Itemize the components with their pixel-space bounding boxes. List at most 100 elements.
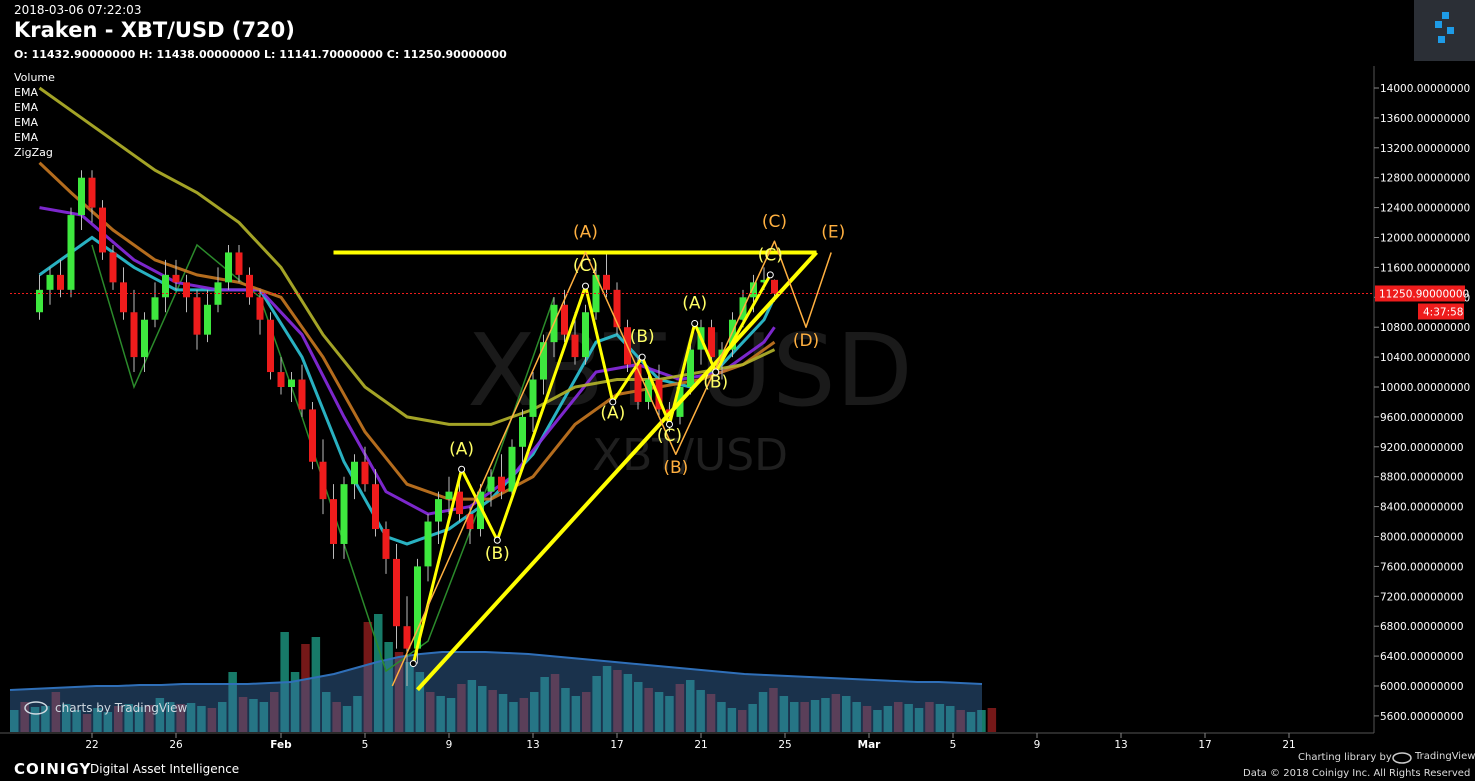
candle-body <box>256 297 264 320</box>
candle-body <box>561 304 568 335</box>
volume-bar <box>394 652 404 732</box>
current-price-label: 11250.90000000 <box>1379 288 1469 300</box>
volume-bar <box>738 710 747 732</box>
volume-bar <box>613 670 622 732</box>
candle-body <box>141 319 148 358</box>
candle-body <box>267 319 274 373</box>
coinigy-logo-button[interactable] <box>1414 0 1475 61</box>
volume-bar <box>894 702 903 732</box>
indicator-zigzag[interactable]: ZigZag <box>14 146 53 159</box>
volume-bar <box>332 702 341 732</box>
volume-bar <box>696 690 705 732</box>
volume-bar <box>675 684 685 732</box>
volume-bar <box>51 692 61 732</box>
candle-body <box>750 282 757 298</box>
indicator-volume[interactable]: Volume <box>14 71 55 84</box>
volume-bar <box>290 672 300 732</box>
pattern-line-3 <box>411 274 772 664</box>
volume-bar <box>384 642 393 732</box>
tradingview-cloud-icon <box>1392 752 1412 764</box>
volume-bar <box>197 706 206 732</box>
volume-bar <box>873 710 882 732</box>
candle-body <box>340 484 348 544</box>
volume-bar <box>259 702 269 732</box>
volume-bar <box>62 704 71 732</box>
footer-brand[interactable]: COINIGY <box>14 760 92 778</box>
volume-bar <box>446 698 456 732</box>
candle-body <box>183 282 190 298</box>
volume-bar <box>582 692 591 732</box>
volume-bar <box>405 662 414 732</box>
volume-bar <box>810 700 820 732</box>
volume-bar <box>134 707 144 732</box>
timestamp: 2018-03-06 07:22:03 <box>14 3 142 17</box>
price-tick-label: 6000.00000000 <box>1380 681 1464 693</box>
volume-bar <box>779 696 789 732</box>
candle-body <box>225 252 232 283</box>
wave-pivot <box>409 660 417 668</box>
indicator-ema-2[interactable]: EMA <box>14 101 38 114</box>
indicator-ema-3[interactable]: EMA <box>14 116 38 129</box>
chart-title: Kraken - XBT/USD (720) <box>14 18 295 42</box>
candle-body <box>151 297 159 320</box>
volume-bar <box>176 704 185 732</box>
wave-pivot <box>458 465 466 473</box>
candle-body <box>760 279 768 283</box>
candle-body <box>298 379 306 410</box>
indicator-ema-4[interactable]: EMA <box>14 131 38 144</box>
candle-body <box>529 379 537 417</box>
time-tick-label: 25 <box>778 739 791 751</box>
candle-body <box>456 491 463 515</box>
cloud-icon <box>24 701 48 715</box>
volume-bar <box>540 677 549 732</box>
price-tick-label: 7600.00000000 <box>1380 561 1464 573</box>
volume-bar <box>457 684 466 732</box>
candle-body <box>193 297 201 335</box>
candle-body <box>508 446 516 492</box>
volume-bar <box>800 702 809 732</box>
candle-body <box>319 461 327 500</box>
price-tick-label: 12400.00000000 <box>1380 203 1470 215</box>
volume-bar <box>623 674 633 732</box>
countdown-label: 4:37:58 <box>1423 306 1463 318</box>
volume-bar <box>821 698 830 732</box>
volume-bar <box>571 696 581 732</box>
volume-bar <box>103 712 113 732</box>
candle-body <box>645 379 652 402</box>
footer-tagline: Digital Asset Intelligence <box>90 762 240 776</box>
candle-body <box>708 327 715 358</box>
volume-bar <box>249 699 258 732</box>
candle-body <box>466 514 474 530</box>
volume-bar <box>20 702 29 732</box>
volume-layer <box>10 614 997 732</box>
indicator-ema-1[interactable]: EMA <box>14 86 38 99</box>
candle-body <box>88 177 96 208</box>
price-tick-label: 9600.00000000 <box>1380 412 1464 424</box>
candle-body <box>540 342 547 380</box>
volume-bar <box>966 712 976 732</box>
price-tick-label: 10800.00000000 <box>1380 322 1470 334</box>
tradingview-watermark[interactable]: charts by TradingView <box>55 701 188 715</box>
wave-label: (A) <box>573 223 598 243</box>
wave-pivot <box>609 398 617 406</box>
volume-bar <box>301 644 310 732</box>
price-tick-label: 8000.00000000 <box>1380 532 1464 544</box>
volume-bar <box>363 622 373 732</box>
wave-pivot <box>493 536 501 544</box>
wave-pivot <box>582 282 589 290</box>
price-tick-label: 13600.00000000 <box>1380 113 1470 125</box>
candle-body <box>498 476 505 492</box>
candle-body <box>78 177 85 216</box>
data-copyright: Data © 2018 Coinigy Inc. All Rights Rese… <box>1243 768 1471 779</box>
tradingview-brand[interactable]: TradingView <box>1415 751 1475 762</box>
candle-body <box>613 289 621 328</box>
time-tick-label: Feb <box>270 739 292 751</box>
candle-body <box>519 416 526 447</box>
volume-bar <box>145 705 154 732</box>
candle-body <box>603 274 610 290</box>
volume-bar <box>426 692 435 732</box>
volume-bar <box>93 708 102 732</box>
volume-bar <box>509 702 518 732</box>
coinigy-logo-icon <box>1435 12 1454 43</box>
